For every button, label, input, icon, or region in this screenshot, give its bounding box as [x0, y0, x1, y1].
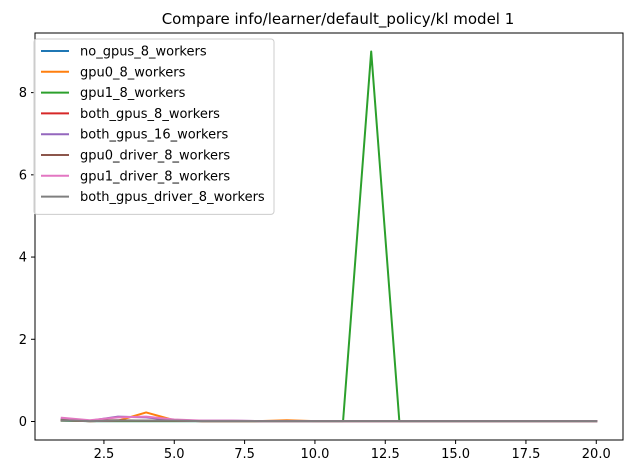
- y-tick-label: 0: [19, 415, 27, 430]
- x-tick-label: 5.0: [164, 447, 185, 462]
- legend-label: gpu1_driver_8_workers: [80, 169, 230, 184]
- y-tick-label: 2: [19, 333, 27, 348]
- x-tick-label: 17.5: [511, 447, 540, 462]
- legend-label: gpu1_8_workers: [80, 86, 186, 101]
- x-tick-label: 12.5: [371, 447, 400, 462]
- x-tick-label: 20.0: [582, 447, 611, 462]
- legend-label: both_gpus_driver_8_workers: [80, 190, 265, 205]
- legend-label: both_gpus_16_workers: [80, 128, 228, 143]
- y-tick-label: 4: [19, 251, 27, 266]
- plot-frame: [34, 32, 624, 441]
- legend-label: gpu0_8_workers: [80, 65, 186, 80]
- x-tick-label: 2.5: [94, 447, 115, 462]
- legend-label: gpu0_driver_8_workers: [80, 149, 230, 164]
- y-axis: 0 2 4 6 8: [19, 86, 35, 430]
- legend-box: [33, 38, 275, 215]
- series-layer: [60, 50, 598, 423]
- x-tick-label: 15.0: [441, 447, 470, 462]
- series-line-both_gpus_driver_8_workers: [60, 419, 598, 423]
- x-axis: 2.5 5.0 7.5 10.0 12.5 15.0 17.5 20.0: [94, 440, 611, 462]
- y-tick-label: 6: [19, 168, 27, 183]
- x-tick-label: 7.5: [234, 447, 255, 462]
- y-tick-label: 8: [19, 86, 27, 101]
- legend-label: both_gpus_8_workers: [80, 107, 220, 122]
- legend-label: no_gpus_8_workers: [80, 45, 207, 60]
- chart-title: Compare info/learner/default_policy/kl m…: [162, 10, 515, 29]
- x-tick-label: 10.0: [300, 447, 329, 462]
- legend: no_gpus_8_workers gpu0_8_workers gpu1_8_wo…: [33, 38, 275, 215]
